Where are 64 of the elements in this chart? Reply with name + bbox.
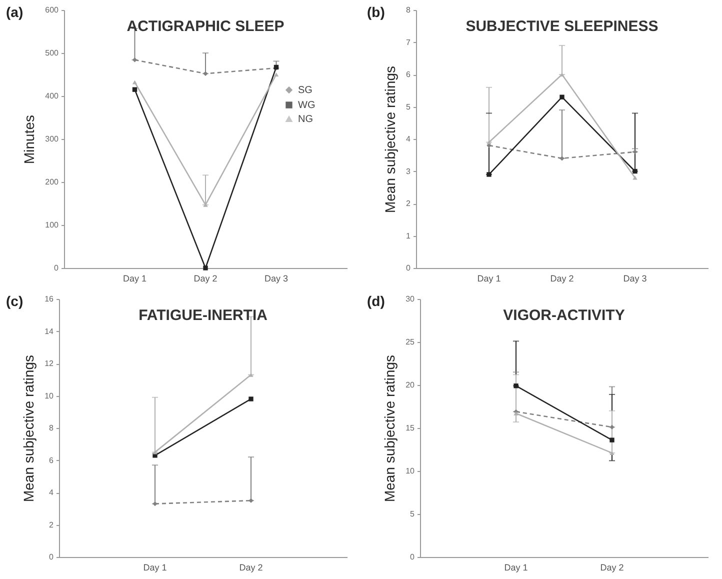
x-tick-label: Day 1 bbox=[122, 274, 147, 284]
y-axis-title: Mean subjective ratings bbox=[382, 66, 398, 214]
legend-label: WG bbox=[298, 100, 316, 111]
x-tick-label: Day 1 bbox=[504, 562, 528, 572]
y-axis-title: Mean subjective ratings bbox=[382, 354, 398, 502]
y-tick-label: 0 bbox=[54, 264, 60, 272]
y-tick-label: 300 bbox=[45, 134, 60, 144]
y-tick-label: 20 bbox=[406, 380, 416, 390]
y-tick-label: 600 bbox=[45, 6, 60, 14]
x-tick-label: Day 1 bbox=[143, 562, 167, 572]
x-tick-label: Day 3 bbox=[623, 274, 647, 284]
x-tick-label: Day 2 bbox=[194, 274, 218, 284]
y-tick-label: 100 bbox=[45, 220, 60, 230]
point bbox=[274, 72, 279, 77]
y-tick-label: 10 bbox=[406, 466, 416, 476]
text: (a) bbox=[6, 4, 24, 20]
y-axis-title: Mean subjective ratings bbox=[20, 354, 37, 502]
text: (d) bbox=[367, 293, 385, 309]
y-tick-label: 200 bbox=[45, 178, 60, 186]
y-tick-label: 8 bbox=[49, 424, 54, 432]
y-tick-label: 0 bbox=[410, 552, 416, 562]
y-tick-label: 14 bbox=[44, 326, 54, 336]
y-tick-label: 6 bbox=[406, 70, 412, 79]
text: SUBJECTIVE SLEEPINESS bbox=[466, 18, 658, 35]
y-tick-label: 6 bbox=[49, 456, 54, 465]
y-tick-label: 400 bbox=[45, 92, 60, 100]
y-tick-label: 0 bbox=[49, 552, 54, 562]
point bbox=[132, 87, 138, 92]
text: VIGOR-ACTIVITY bbox=[503, 307, 625, 324]
y-tick-label: 0 bbox=[406, 264, 412, 272]
x-tick-label: Day 1 bbox=[477, 274, 501, 284]
y-tick-label: 2 bbox=[49, 520, 54, 530]
y-tick-label: 30 bbox=[406, 294, 416, 304]
y-tick-label: 4 bbox=[406, 134, 412, 144]
x-tick-label: Day 2 bbox=[600, 562, 624, 572]
y-tick-label: 2 bbox=[406, 199, 412, 208]
x-tick-label: Day 2 bbox=[239, 562, 263, 572]
y-tick-label: 15 bbox=[406, 424, 416, 432]
point bbox=[610, 438, 614, 442]
y-tick-label: 7 bbox=[406, 38, 412, 47]
text: FATIGUE-INERTIA bbox=[138, 307, 268, 324]
point bbox=[560, 94, 564, 100]
y-axis-title: Minutes bbox=[21, 114, 38, 164]
text: (c) bbox=[6, 293, 24, 309]
y-tick-label: 5 bbox=[406, 102, 412, 112]
y-tick-label: 4 bbox=[49, 488, 54, 497]
y-tick-label: 16 bbox=[44, 294, 54, 304]
point bbox=[203, 266, 208, 270]
y-tick-label: 5 bbox=[410, 510, 416, 518]
y-tick-label: 1 bbox=[406, 231, 412, 240]
y-tick-label: 8 bbox=[406, 6, 412, 14]
x-tick-label: Day 2 bbox=[550, 274, 574, 284]
x-tick-label: Day 3 bbox=[264, 274, 288, 284]
legend-label: SG bbox=[298, 85, 313, 96]
point bbox=[132, 80, 138, 84]
y-tick-label: 12 bbox=[44, 359, 54, 368]
text: (b) bbox=[367, 4, 385, 20]
legend-label: NG bbox=[298, 114, 314, 125]
point bbox=[248, 396, 254, 402]
y-tick-label: 25 bbox=[406, 338, 416, 346]
y-tick-label: 3 bbox=[406, 166, 412, 176]
text: ACTIGRAPHIC SLEEP bbox=[126, 18, 284, 35]
y-tick-label: 10 bbox=[44, 391, 54, 400]
y-tick-label: 500 bbox=[45, 48, 60, 58]
